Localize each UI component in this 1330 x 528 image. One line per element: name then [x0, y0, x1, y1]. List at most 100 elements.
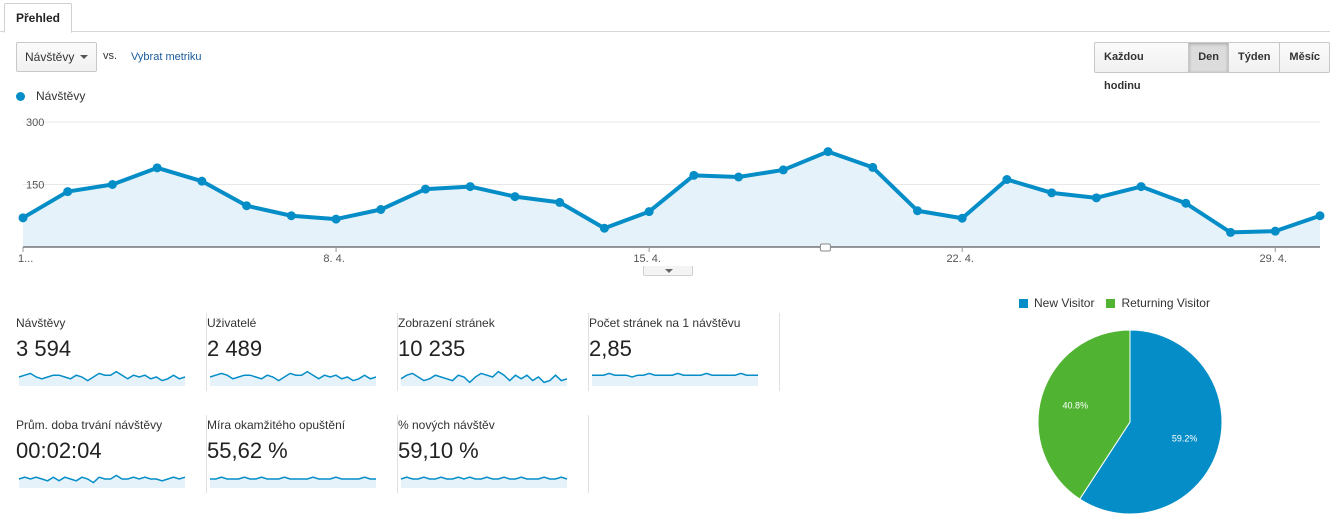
scorecard[interactable]: Počet stránek na 1 návštěvu 2,85: [589, 313, 780, 403]
data-point[interactable]: [1315, 211, 1325, 221]
sparkline-line: [209, 370, 377, 382]
period-week-button[interactable]: Týden: [1228, 42, 1281, 73]
pie-legend: New Visitor Returning Visitor: [1019, 296, 1222, 310]
data-point[interactable]: [778, 165, 788, 175]
data-point[interactable]: [1181, 198, 1191, 208]
metric-dropdown-value: Návštěvy: [25, 50, 75, 64]
period-hourly-button[interactable]: Každou hodinu: [1094, 42, 1190, 92]
data-point[interactable]: [152, 163, 162, 173]
data-point[interactable]: [912, 206, 922, 216]
data-point[interactable]: [242, 201, 252, 211]
scorecard[interactable]: Míra okamžitého opuštění 55,62 %: [207, 415, 398, 505]
data-point[interactable]: [1270, 226, 1280, 236]
pie-legend-new[interactable]: New Visitor: [1019, 296, 1094, 310]
scorecard-value: 10 235: [398, 336, 466, 361]
annotation-icon[interactable]: [819, 243, 831, 252]
data-point[interactable]: [331, 214, 341, 224]
returning-visitor-swatch: [1106, 298, 1116, 308]
scorecard-label: Uživatelé: [207, 316, 257, 330]
data-point[interactable]: [644, 207, 654, 217]
scorecard[interactable]: Uživatelé 2 489: [207, 313, 398, 403]
period-selector: Každou hodinu Den Týden Měsíc: [1094, 42, 1330, 92]
scorecard-value: 3 594: [16, 336, 72, 361]
data-point[interactable]: [286, 211, 296, 221]
pie-legend-returning[interactable]: Returning Visitor: [1106, 296, 1210, 310]
sparkline-area: [401, 477, 567, 488]
sparkline-line: [400, 476, 568, 480]
y-tick-label: 150: [26, 180, 44, 192]
sparkline: [209, 370, 377, 386]
x-tick-label: 8. 4.: [323, 253, 344, 265]
data-point[interactable]: [1091, 193, 1101, 203]
pie-slice-label: 59.2%: [1172, 433, 1198, 443]
data-point[interactable]: [1226, 227, 1236, 237]
scorecard[interactable]: Návštěvy 3 594: [16, 313, 207, 403]
period-day-button[interactable]: Den: [1188, 42, 1230, 73]
period-month-button[interactable]: Měsíc: [1279, 42, 1330, 73]
y-tick-label: 300: [26, 117, 44, 129]
scorecard-divider: [397, 415, 398, 493]
line-chart: 300 150 1... 8. 4. 15. 4. 22. 4. 29. 4.: [18, 117, 1325, 265]
x-tick-label: 22. 4.: [946, 253, 974, 265]
x-tick-label: 15. 4.: [633, 253, 661, 265]
pie-legend-label: Returning Visitor: [1121, 296, 1210, 310]
sparkline-area: [210, 371, 376, 386]
scorecard-label: Míra okamžitého opuštění: [207, 418, 346, 432]
vs-label: vs.: [103, 50, 118, 62]
sparkline: [400, 370, 568, 386]
chart-legend: Návštěvy: [16, 89, 85, 103]
data-point[interactable]: [107, 180, 117, 189]
sparkline-line: [592, 372, 758, 378]
scorecard-label: Prům. doba trvání návštěvy: [16, 418, 163, 432]
scorecard-value: 55,62 %: [207, 438, 288, 463]
data-point[interactable]: [63, 187, 73, 197]
data-point[interactable]: [376, 205, 386, 214]
tab-overview[interactable]: Přehled: [4, 3, 73, 33]
scorecard[interactable]: Zobrazení stránek 10 235: [398, 313, 589, 403]
tab-bar: Přehled: [0, 0, 1330, 33]
legend-label: Návštěvy: [36, 89, 86, 103]
data-point[interactable]: [197, 176, 207, 186]
sparkline-line: [210, 476, 376, 480]
scorecard-value: 00:02:04: [16, 438, 102, 463]
scorecard-label: % nových návštěv: [398, 418, 495, 432]
scorecard-value: 2,85: [589, 336, 632, 361]
data-point[interactable]: [510, 192, 520, 202]
new-visitor-swatch: [1019, 298, 1028, 308]
sparkline-line: [400, 370, 568, 384]
scorecard-divider: [397, 313, 398, 391]
scorecard-divider: [206, 415, 207, 493]
sparkline-area: [401, 371, 567, 386]
scorecard-label: Počet stránek na 1 návštěvu: [589, 316, 741, 330]
pie-legend-label: New Visitor: [1034, 296, 1095, 310]
select-metric-link[interactable]: Vybrat metriku: [131, 51, 202, 63]
data-point[interactable]: [868, 162, 878, 172]
data-point[interactable]: [599, 223, 609, 233]
scorecard-value: 59,10 %: [398, 438, 479, 463]
scorecard[interactable]: Prům. doba trvání návštěvy 00:02:04: [16, 415, 207, 505]
x-tick-label: 29. 4.: [1260, 253, 1288, 265]
metric-dropdown[interactable]: Návštěvy: [16, 42, 97, 72]
data-point[interactable]: [1136, 182, 1146, 192]
data-point[interactable]: [1002, 175, 1012, 184]
scorecard-value: 2 489: [207, 336, 263, 361]
data-point[interactable]: [1047, 188, 1057, 198]
sparkline-area: [19, 475, 185, 488]
chart-expand-toggle[interactable]: [643, 266, 693, 276]
data-point[interactable]: [734, 172, 744, 182]
data-point[interactable]: [823, 147, 833, 157]
data-point[interactable]: [465, 182, 475, 192]
scorecard[interactable]: % nových návštěv 59,10 %: [398, 415, 589, 505]
sparkline-area: [592, 373, 758, 386]
pie-slice[interactable]: [1037, 329, 1131, 500]
data-point[interactable]: [18, 213, 28, 223]
pie-slice[interactable]: [1079, 329, 1223, 515]
pie-slice-label: 40.8%: [1063, 401, 1089, 411]
data-point[interactable]: [555, 197, 565, 207]
x-tick-label: 1...: [18, 253, 33, 265]
scorecard-label: Návštěvy: [16, 316, 66, 330]
data-point[interactable]: [421, 184, 431, 194]
series-dot-icon: [16, 91, 25, 101]
data-point[interactable]: [689, 170, 699, 180]
data-point[interactable]: [957, 213, 967, 223]
